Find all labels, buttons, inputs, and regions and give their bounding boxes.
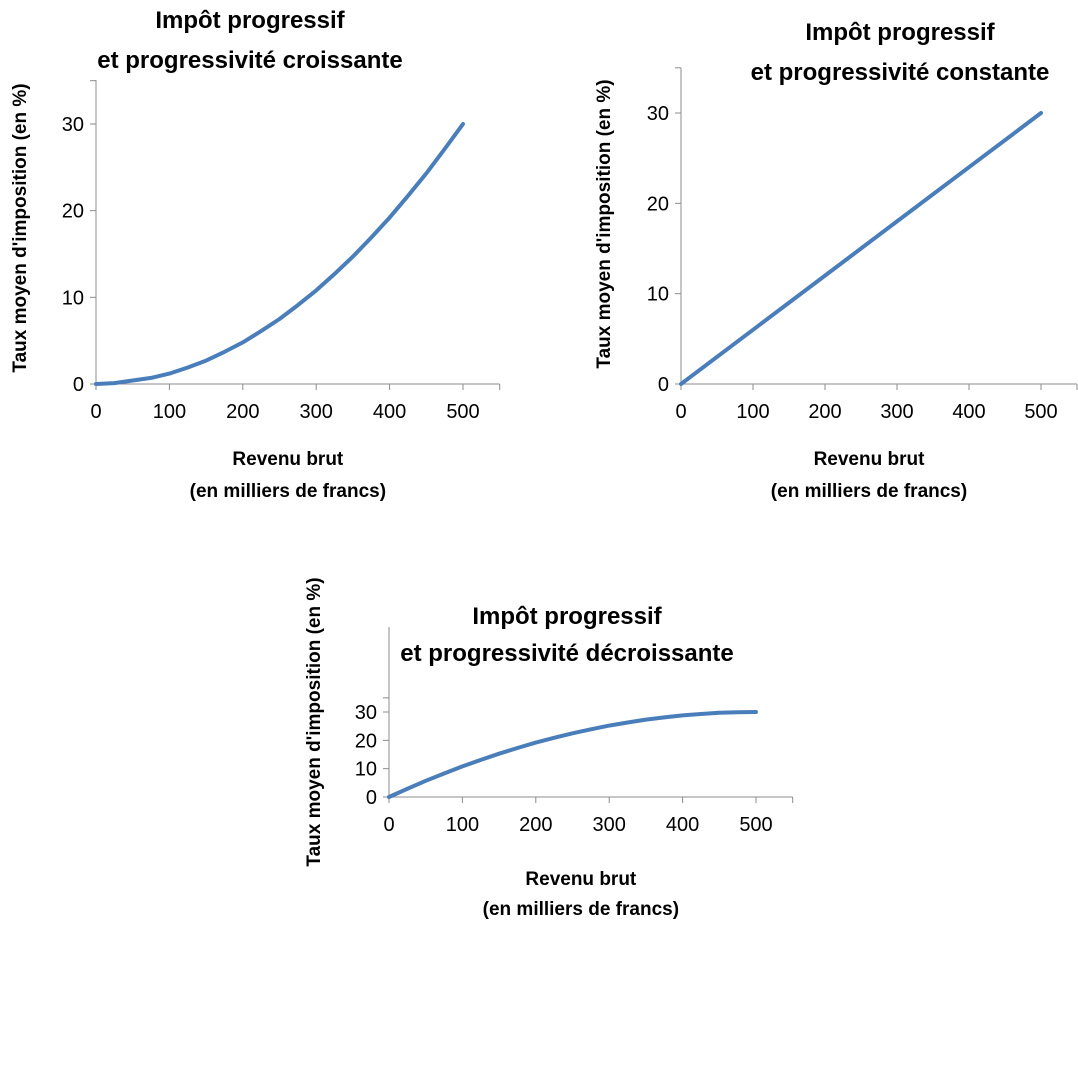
x-axis-title-line-1: Revenu brut [525,869,637,890]
x-tick-label: 500 [446,401,479,423]
chart-constante: Impôt progressif et progressivité constan… [594,19,1078,502]
x-tick-label: 500 [1024,401,1057,423]
y-tick-label: 30 [62,114,84,136]
chart-title-line-2: et progressivité constante [751,59,1050,86]
y-axis-title: Taux moyen d'imposition (en %) [10,83,31,372]
x-tick-label: 100 [153,401,186,423]
chart-title-line-2: et progressivité décroissante [400,640,733,667]
chart-title-line-2: et progressivité croissante [97,47,402,74]
x-tick-label: 500 [739,814,772,836]
x-axis-title-line-1: Revenu brut [814,449,926,470]
y-tick-label: 20 [62,201,84,223]
series-line-1 [94,122,465,386]
x-tick-label: 0 [383,814,394,836]
chart-title-line-1: Impôt progressif [472,603,662,630]
x-tick-label: 300 [880,401,913,423]
x-axis-title-line-2: (en milliers de francs) [483,899,679,920]
x-tick-label: 300 [593,814,626,836]
chart-title-line-1: Impôt progressif [155,7,345,34]
chart-croissante: Impôt progressif et progressivité croissa… [10,7,501,502]
y-axis-title: Taux moyen d'imposition (en %) [304,577,325,866]
x-axis-title-line-1: Revenu brut [232,449,344,470]
y-tick-label: 0 [73,374,84,396]
x-tick-label: 200 [226,401,259,423]
series-line-1 [679,111,1043,386]
x-axis-title-line-2: (en milliers de francs) [771,481,967,502]
x-tick-label: 200 [808,401,841,423]
y-tick-label: 20 [647,193,669,215]
x-tick-label: 0 [675,401,686,423]
x-tick-label: 400 [666,814,699,836]
x-tick-label: 100 [736,401,769,423]
x-tick-label: 400 [373,401,406,423]
x-tick-label: 300 [300,401,333,423]
y-tick-label: 0 [658,374,669,396]
y-tick-label: 30 [647,103,669,125]
x-tick-label: 0 [90,401,101,423]
y-tick-label: 10 [62,287,84,309]
x-tick-label: 200 [519,814,552,836]
y-tick-label: 30 [355,702,377,724]
y-tick-label: 20 [355,730,377,752]
y-tick-label: 10 [647,284,669,306]
y-axis-title: Taux moyen d'imposition (en %) [594,79,615,368]
series-line-1 [387,710,758,799]
x-tick-label: 400 [952,401,985,423]
x-axis-title-line-2: (en milliers de francs) [190,481,386,502]
x-tick-label: 100 [446,814,479,836]
y-tick-label: 10 [355,759,377,781]
y-tick-label: 0 [366,787,377,809]
chart-decroissante: Impôt progressif et progressivité décrois… [304,577,794,920]
chart-title-line-1: Impôt progressif [805,19,995,46]
